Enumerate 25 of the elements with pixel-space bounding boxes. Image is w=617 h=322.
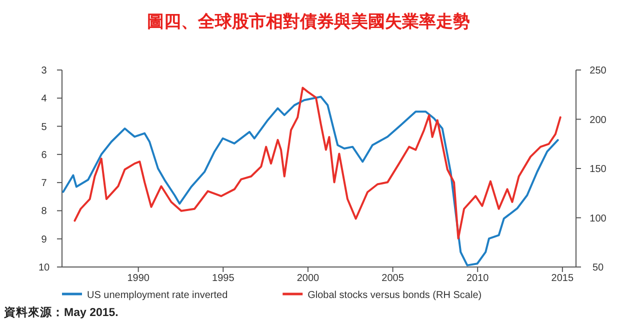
legend-label: US unemployment rate inverted [87, 290, 228, 301]
y-tick-label: 3 [41, 66, 48, 76]
y-tick-label: 5 [41, 122, 48, 133]
y2-tick-label: 200 [590, 114, 607, 126]
line-series [62, 96, 559, 266]
legend-label: Global stocks versus bonds (RH Scale) [308, 290, 482, 301]
x-tick-label: 2010 [466, 273, 490, 284]
y-tick-label: 10 [38, 262, 50, 274]
x-tick-label: 2005 [382, 273, 404, 284]
chart-title: 圖四、全球股市相對債券與美國失業率走勢 [147, 12, 470, 31]
y2-tick-label: 100 [590, 213, 607, 224]
y2-tick-label: 50 [592, 262, 604, 274]
y2-tick-label: 150 [590, 164, 607, 175]
x-tick-label: 1995 [212, 273, 235, 284]
y-tick-label: 9 [41, 234, 48, 246]
x-tick-label: 1990 [127, 273, 150, 284]
y2-tick-label: 250 [590, 66, 607, 76]
source-note: 資料來源：May 2015. [3, 305, 118, 319]
y-tick-label: 6 [41, 150, 48, 161]
y-tick-label: 8 [41, 206, 48, 218]
x-tick-label: 2000 [296, 273, 320, 284]
y-tick-label: 7 [41, 178, 48, 190]
y-tick-label: 4 [41, 94, 48, 105]
x-tick-label: 2015 [551, 273, 574, 284]
line-series [74, 86, 562, 240]
